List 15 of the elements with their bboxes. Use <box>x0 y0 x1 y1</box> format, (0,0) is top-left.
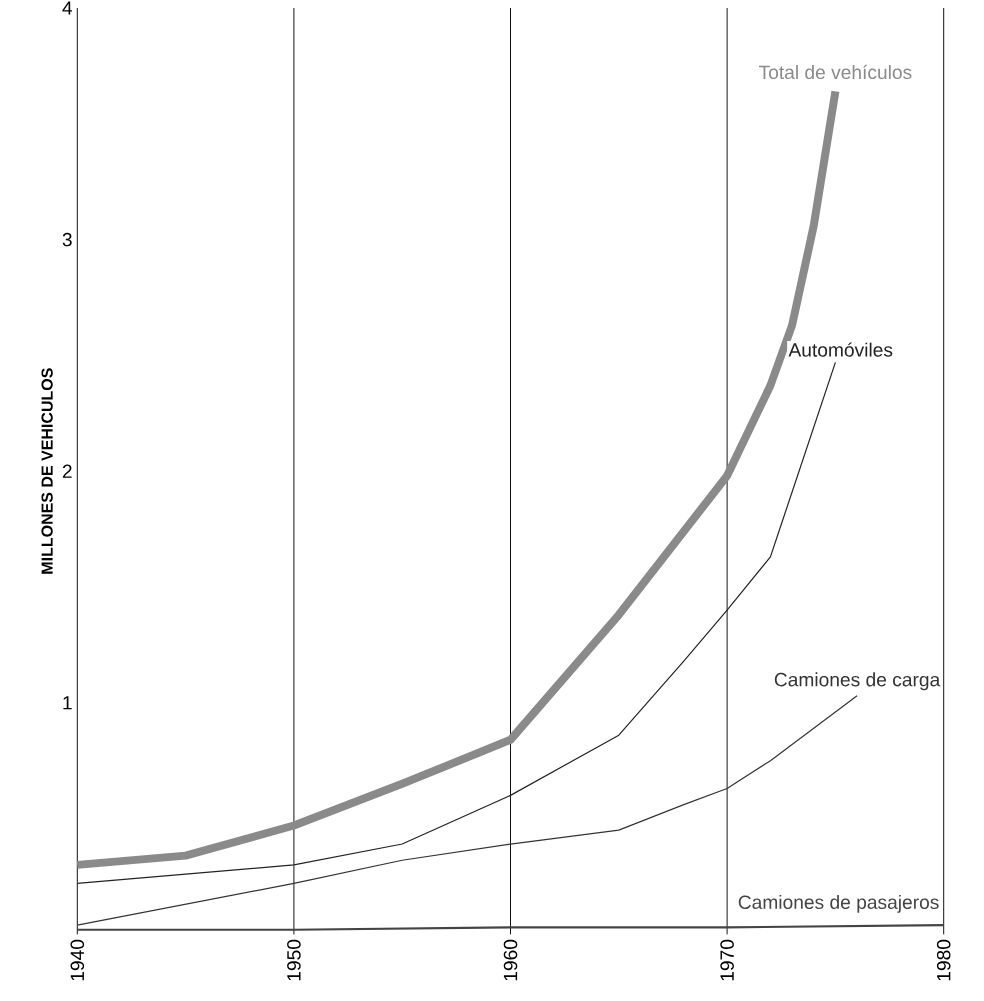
x-tick-label: 1950 <box>287 939 301 981</box>
x-tick-label: 1980 <box>937 939 951 981</box>
x-tick-label: 1940 <box>70 939 85 981</box>
x-tick-label: 1970 <box>720 939 735 981</box>
y-tick-label: 3 <box>62 232 72 247</box>
x-tick-label: 1960 <box>503 939 518 981</box>
series-label: Camiones de pasajeros <box>738 894 939 913</box>
y-tick-label: 2 <box>63 464 72 478</box>
y-tick-label: 4 <box>62 1 73 15</box>
series-label: Camiones de carga <box>774 672 941 691</box>
series-label: Total de vehículos <box>759 64 912 80</box>
line-series <box>76 695 858 926</box>
y-tick-label: 1 <box>63 696 72 710</box>
series-label: Automóviles <box>788 342 893 357</box>
y-axis-title: MILLONES DE VEHICULOS <box>41 368 53 574</box>
